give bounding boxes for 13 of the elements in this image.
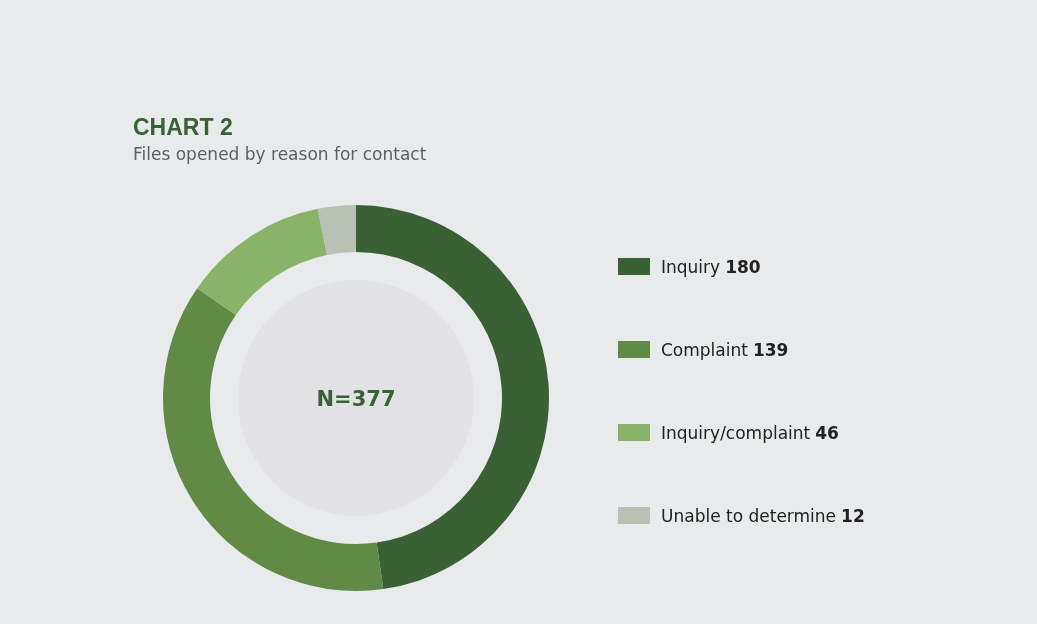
- data-label: 139: [752, 339, 789, 360]
- legend-label: Inquiry/complaint: [661, 422, 811, 443]
- data-label: 12: [841, 505, 865, 526]
- chart-subtitle: Files opened by reason for contact: [133, 144, 427, 164]
- data-label: 180: [725, 256, 761, 277]
- data-label: 46: [815, 422, 839, 443]
- legend-label: Unable to determine: [661, 505, 837, 526]
- chart-title: CHART 2: [133, 114, 233, 140]
- donut-slice: [197, 208, 327, 316]
- donut-slice: [317, 205, 356, 255]
- legend-label: Complaint: [661, 339, 748, 360]
- text: N=377: [316, 387, 396, 411]
- legend-label: Inquiry: [661, 256, 721, 277]
